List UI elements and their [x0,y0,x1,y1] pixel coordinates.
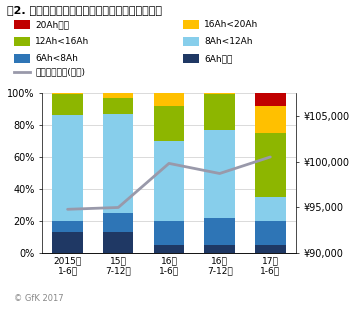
Bar [255,133,285,197]
Text: 全体平均価格(右軸): 全体平均価格(右軸) [35,67,85,76]
Bar [103,93,133,98]
Bar [52,115,83,221]
Bar [154,93,184,106]
Bar [205,93,235,94]
Bar [103,213,133,232]
Bar [205,130,235,218]
Bar [103,98,133,114]
Bar [154,221,184,245]
Bar [205,245,235,253]
Text: © GfK 2017: © GfK 2017 [14,294,64,303]
Bar [154,245,184,253]
Bar [205,94,235,130]
Bar [154,106,184,141]
Text: 12Ah<16Ah: 12Ah<16Ah [35,37,89,46]
Bar [255,197,285,221]
Text: 6Ah未満: 6Ah未満 [204,54,233,63]
Bar [103,232,133,253]
Text: 20Ah以上: 20Ah以上 [35,20,69,29]
Text: 図2. バッテリー容量別販売台数構成比と平均価格: 図2. バッテリー容量別販売台数構成比と平均価格 [7,5,162,15]
Bar [52,221,83,232]
Text: 16Ah<20Ah: 16Ah<20Ah [204,20,258,29]
Text: 6Ah<8Ah: 6Ah<8Ah [35,54,78,63]
Bar [103,114,133,213]
Bar [52,93,83,94]
Bar [255,106,285,133]
Bar [205,218,235,245]
Bar [52,94,83,115]
Bar [255,245,285,253]
Bar [255,221,285,245]
Text: 8Ah<12Ah: 8Ah<12Ah [204,37,253,46]
Bar [52,232,83,253]
Bar [255,93,285,106]
Bar [154,141,184,221]
